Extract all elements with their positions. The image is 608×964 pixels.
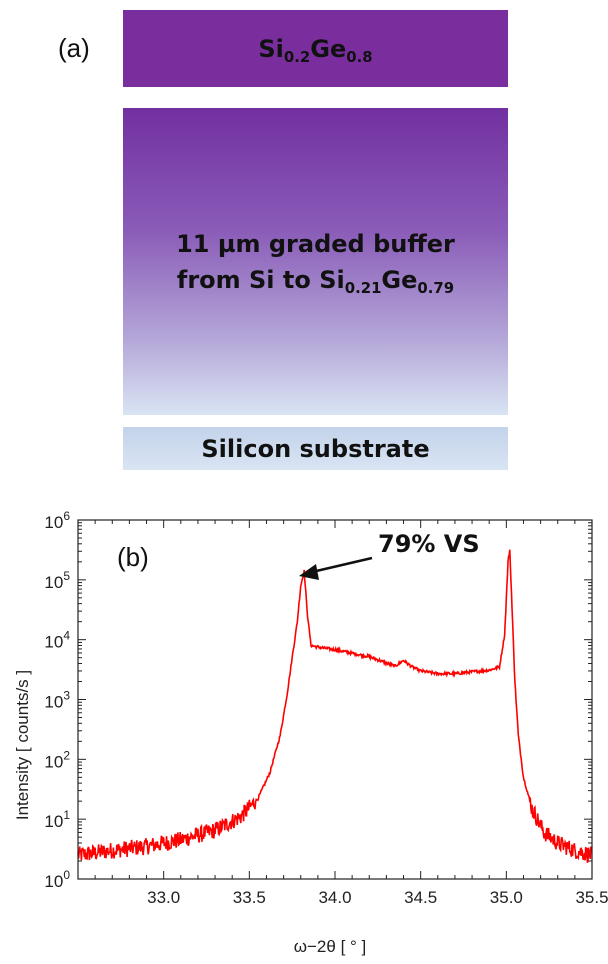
x-tick-label: 33.5 — [233, 888, 266, 907]
xrd-curve — [77, 549, 593, 864]
annotation-arrowhead — [299, 564, 319, 580]
top-layer-label: Si0.2Ge0.8 — [258, 34, 373, 66]
annotation-arrow — [311, 556, 373, 574]
annotation-text: 79% VS — [378, 530, 480, 558]
y-tick-label: 102 — [44, 748, 70, 771]
tick-layer — [77, 519, 593, 880]
y-tick-label: 101 — [44, 808, 70, 831]
y-axis-title: Intensity [ counts/s ] — [13, 670, 32, 820]
panel-b-label: (b) — [117, 542, 149, 572]
x-axis-title: ω−2θ [ ° ] — [294, 937, 367, 956]
graded-buffer-layer: 11 µm graded buffer from Si to Si0.21Ge0… — [123, 108, 508, 415]
y-tick-label: 103 — [44, 689, 70, 712]
y-tick-label: 106 — [44, 509, 70, 532]
sige-top-layer: Si0.2Ge0.8 — [123, 10, 508, 87]
x-tick-label: 35.5 — [575, 888, 608, 907]
x-tick-label: 33.0 — [147, 888, 180, 907]
x-tick-label: 34.0 — [318, 888, 351, 907]
x-tick-labels: 33.0 33.5 34.0 34.5 35.0 35.5 — [147, 888, 608, 907]
plot-frame — [77, 519, 593, 880]
buffer-layer-label: 11 µm graded buffer from Si to Si0.21Ge0… — [176, 229, 455, 297]
y-tick-label: 104 — [44, 629, 70, 652]
panel-a-label: (a) — [58, 33, 90, 63]
y-tick-label: 105 — [44, 569, 70, 592]
x-tick-label: 35.0 — [490, 888, 523, 907]
xrd-chart: 100 101 102 103 104 105 106 33.0 33.5 34.0 34.5 35… — [13, 509, 608, 956]
x-tick-label: 34.5 — [404, 888, 437, 907]
substrate-label: Silicon substrate — [201, 434, 430, 463]
y-tick-label: 100 — [44, 868, 70, 891]
silicon-substrate-layer: Silicon substrate — [123, 427, 508, 470]
y-tick-labels: 100 101 102 103 104 105 106 — [44, 509, 70, 891]
